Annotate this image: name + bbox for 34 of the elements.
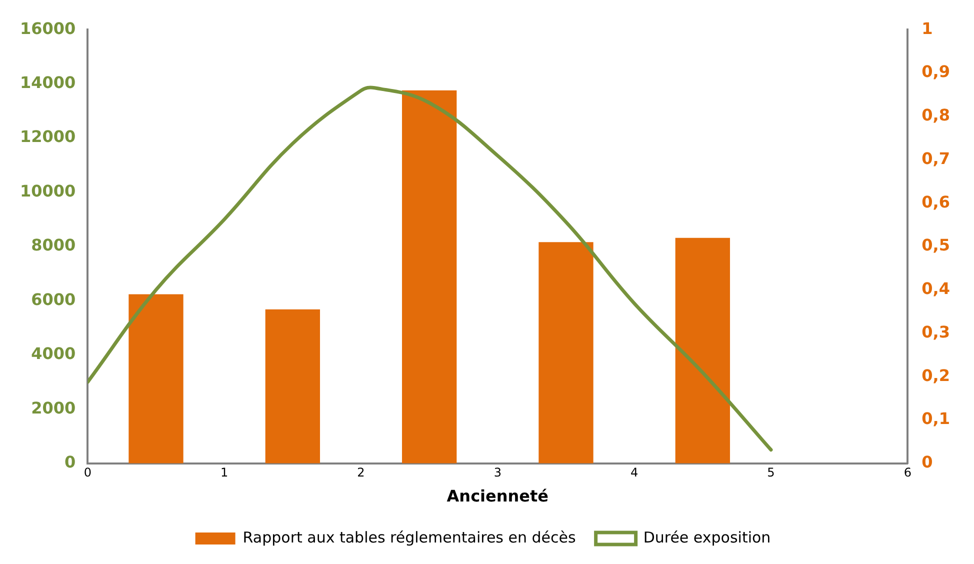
line-series — [88, 86, 773, 452]
bar — [265, 309, 320, 464]
y-tick-label: 2000 — [31, 398, 76, 418]
y2-tick-label: 0,1 — [922, 409, 950, 428]
legend-label: Durée exposition — [643, 528, 771, 546]
y2-tick-label: 0,5 — [922, 236, 950, 255]
y-tick-label: 10000 — [20, 181, 76, 200]
y2-tick-label: 0,9 — [922, 62, 950, 82]
y2-tick-label: 1 — [922, 18, 933, 38]
y-tick-label: 12000 — [20, 127, 76, 146]
x-tick-label: 6 — [904, 466, 912, 480]
x-tick-label: 2 — [357, 466, 365, 480]
x-tick-label: 5 — [767, 466, 775, 480]
x-tick-label: 3 — [494, 466, 502, 480]
x-axis-title: Ancienneté — [446, 486, 549, 506]
bar — [675, 238, 730, 464]
y2-tick-label: 0,2 — [922, 366, 950, 385]
y-tick-label: 16000 — [20, 18, 76, 38]
y2-tick-label: 0,6 — [922, 192, 950, 212]
y2-tick-label: 0,3 — [922, 322, 950, 342]
x-tick-label: 0 — [84, 466, 92, 480]
y-tick-label: 4000 — [31, 344, 76, 364]
x-tick-label: 4 — [630, 466, 638, 480]
bar — [128, 294, 184, 464]
legend-label: Rapport aux tables réglementaires en décès — [242, 528, 576, 546]
x-tick-label: 1 — [220, 466, 228, 480]
y-tick-label: 6000 — [31, 290, 76, 309]
bar — [538, 242, 594, 464]
y-tick-label: 14000 — [20, 72, 76, 92]
y2-tick-label: 0,7 — [922, 148, 950, 168]
bar — [402, 90, 457, 464]
y2-tick-label: 0,8 — [922, 106, 950, 125]
y2-tick-label: 0,4 — [922, 279, 950, 298]
y-tick-label: 8000 — [31, 236, 76, 255]
